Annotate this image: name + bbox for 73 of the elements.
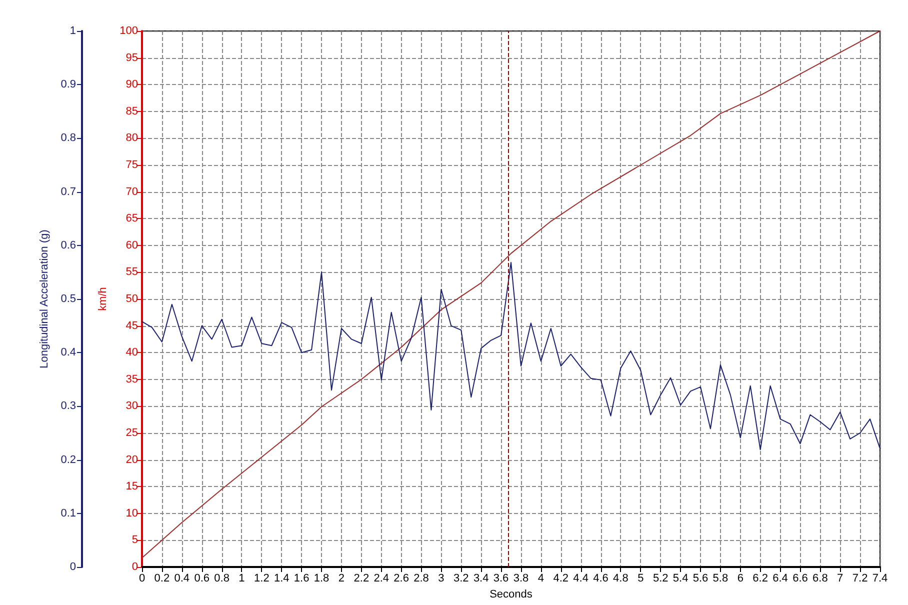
x-tick-label: 5.6 xyxy=(692,572,708,584)
x-tick-label: 3.2 xyxy=(453,572,469,584)
x-tick-label: 1.8 xyxy=(314,572,330,584)
y2-tick-label: 0.1 xyxy=(60,507,76,520)
y2-tick-label: 0.8 xyxy=(60,132,76,144)
x-tick-label: 3.4 xyxy=(473,572,489,584)
x-tick-label: 4.8 xyxy=(613,572,628,584)
y-tick-label: 70 xyxy=(126,186,138,198)
y2-tick-label: 0 xyxy=(70,561,76,573)
y-tick-label: 65 xyxy=(126,212,138,225)
y2-tick-label: 0.3 xyxy=(60,400,76,412)
y-tick-label: 100 xyxy=(120,25,138,37)
x-tick-label: 6 xyxy=(737,572,744,584)
y2-axis-title: Longitudinal Acceleration (g) xyxy=(38,230,50,368)
y-tick-label: 40 xyxy=(126,346,138,359)
x-tick-label: 5 xyxy=(638,572,644,584)
y-tick-label: 10 xyxy=(126,507,138,520)
line-series xyxy=(142,262,880,450)
x-tick-label: 1.2 xyxy=(254,572,270,584)
x-tick-label: 1.6 xyxy=(294,572,310,584)
x-tick-label: 0.6 xyxy=(194,572,210,584)
x-tick-label: 2.2 xyxy=(354,572,370,584)
y-tick-label: 95 xyxy=(126,52,138,64)
y-tick-label: 55 xyxy=(126,266,138,278)
x-tick-label: 4.4 xyxy=(573,572,588,584)
x-tick-label: 2 xyxy=(338,572,345,584)
y-tick-label: 50 xyxy=(126,293,138,305)
y2-tick-label: 0.5 xyxy=(60,293,76,305)
y2-tick-label: 0.4 xyxy=(60,346,76,359)
x-tick-label: 3 xyxy=(438,572,444,584)
y-tick-label: 30 xyxy=(126,400,138,412)
y-tick-label: 45 xyxy=(126,320,138,332)
x-axis-title: Seconds xyxy=(490,588,533,600)
x-tick-label: 0.2 xyxy=(154,572,170,584)
x-tick-label: 4.2 xyxy=(553,572,569,584)
y-axis-title: km/h xyxy=(97,287,110,311)
y2-tick-label: 1 xyxy=(70,25,76,37)
x-tick-label: 1.4 xyxy=(274,572,290,584)
x-tick-label: 4.6 xyxy=(593,572,608,584)
y2-tick-label: 0.7 xyxy=(60,186,76,198)
x-tick-label: 2.6 xyxy=(394,572,409,584)
x-tick-label: 3.8 xyxy=(513,572,529,584)
y2-tick-label: 0.2 xyxy=(60,454,76,466)
x-tick-label: 4 xyxy=(538,572,544,584)
y-tick-label: 15 xyxy=(126,480,138,493)
x-tick-label: 7.2 xyxy=(852,572,868,584)
x-tick-label: 6.8 xyxy=(812,572,828,584)
y2-tick-label: 0.6 xyxy=(60,239,76,252)
y-tick-label: 5 xyxy=(132,534,138,546)
x-tick-label: 3.6 xyxy=(493,572,509,584)
y2-tick-label: 0.9 xyxy=(60,78,76,91)
x-tick-label: 2.4 xyxy=(374,572,389,584)
x-tick-label: 7 xyxy=(837,572,844,584)
y-tick-label: 35 xyxy=(126,373,138,386)
x-tick-label: 6.2 xyxy=(752,572,768,584)
y-tick-label: 75 xyxy=(126,159,138,171)
y-tick-label: 60 xyxy=(126,239,138,252)
x-tick-label: 1 xyxy=(238,572,245,584)
y-tick-label: 20 xyxy=(126,454,138,466)
x-tick-label: 5.8 xyxy=(712,572,728,584)
x-tick-label: 7.4 xyxy=(872,572,888,584)
x-tick-label: 2.8 xyxy=(414,572,429,584)
x-tick-label: 6.4 xyxy=(772,572,788,584)
x-tick-label: 6.6 xyxy=(792,572,808,584)
y-tick-label: 25 xyxy=(126,427,138,439)
x-tick-label: 5.2 xyxy=(652,572,668,584)
x-tick-label: 0.4 xyxy=(174,572,190,584)
y-tick-label: 80 xyxy=(126,132,138,144)
x-tick-label: 5.4 xyxy=(672,572,688,584)
y-tick-label: 90 xyxy=(126,78,138,91)
y-tick-label: 85 xyxy=(126,105,138,118)
y-tick-label: 0 xyxy=(132,561,138,573)
x-tick-label: 0.8 xyxy=(214,572,230,584)
